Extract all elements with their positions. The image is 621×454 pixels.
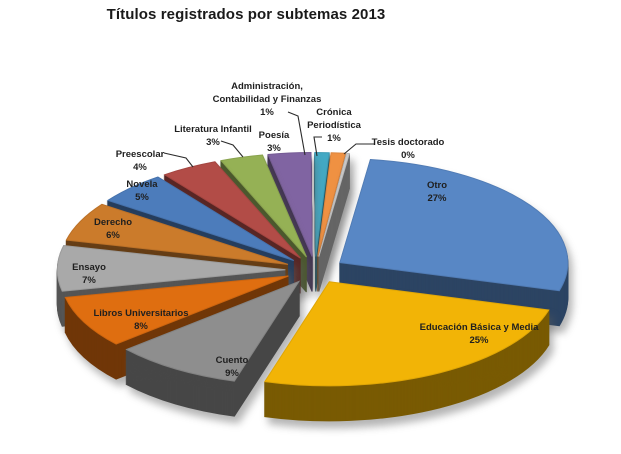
chart-title: Títulos registrados por subtemas 2013 [106, 6, 386, 23]
slice-label-novela: Novela 5% [126, 179, 158, 204]
slice-top-face [267, 151, 313, 257]
slice-top-face [318, 152, 351, 257]
pie-slice-libros-universitarios[interactable] [64, 275, 289, 380]
slice-label-administracion-contabilidad-y-finanzas: Administración, Contabilidad y Finanzas … [212, 81, 322, 119]
slice-top-face [56, 244, 286, 292]
slice-label-ensayo: Ensayo 7% [72, 262, 106, 287]
slice-top-face [314, 151, 330, 257]
slice-top-face [220, 154, 307, 258]
leader-line-administracion-contabilidad-y-finanzas [287, 111, 306, 156]
slice-top-face [106, 176, 295, 261]
slice-top-face [263, 281, 550, 387]
slice-label-libros-universitarios: Libros Universitarios 8% [93, 308, 189, 333]
slice-label-tesis-doctorado: Tesis doctorado 0% [371, 137, 445, 162]
slice-top-face [65, 203, 289, 265]
pie-slice-educacion-basica-y-media[interactable] [263, 281, 550, 422]
slice-top-face [64, 275, 289, 345]
leader-line-cronica-periodistica [313, 136, 322, 157]
leader-line-preescolar [163, 152, 194, 168]
slice-label-otro: Otro 27% [426, 180, 448, 205]
leader-line-tesis-doctorado [343, 143, 374, 155]
slice-top-face [163, 161, 301, 259]
slice-label-poesia: Poesía 3% [258, 130, 290, 155]
slice-label-derecho: Derecho 6% [93, 217, 133, 242]
pie-slice-otro[interactable] [339, 158, 569, 327]
slice-label-cronica-periodistica: Crónica Periodística 1% [307, 107, 361, 145]
slice-label-literatura-infantil: Literatura Infantil 3% [174, 124, 252, 149]
slice-label-educacion-basica-y-media: Educación Básica y Media 25% [419, 322, 539, 347]
slice-top-face [125, 280, 301, 382]
slice-top-face [339, 158, 569, 292]
slice-label-preescolar: Preescolar 4% [115, 149, 165, 174]
label-leader-lines [163, 111, 374, 168]
pie-slice-tesis-doctorado[interactable] [318, 152, 351, 292]
slice-label-cuento: Cuento 9% [215, 355, 249, 380]
leader-line-literatura-infantil [220, 140, 244, 158]
pie-slice-cuento[interactable] [125, 280, 301, 417]
